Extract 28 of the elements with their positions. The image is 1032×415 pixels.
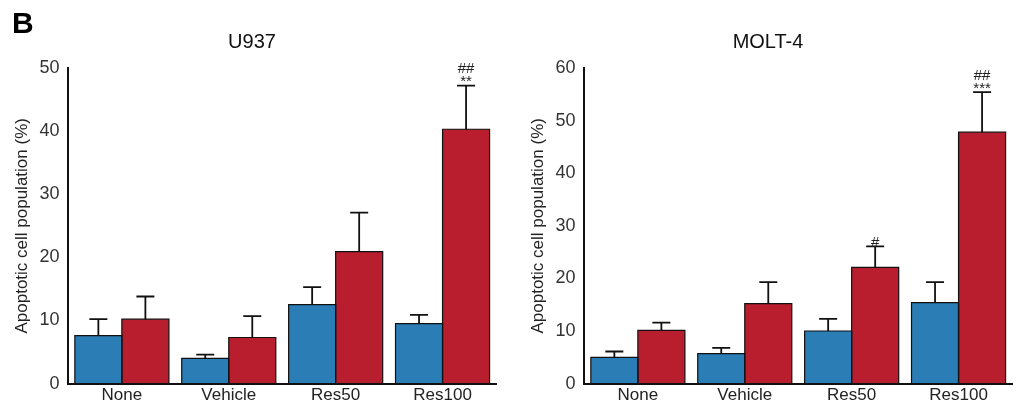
y-tick-label: 40: [39, 120, 60, 141]
x-tick-label: Res100: [929, 385, 988, 405]
x-tick-label: Vehicle: [201, 385, 257, 405]
annotation: #: [871, 232, 880, 250]
y-tick-label: 60: [555, 56, 576, 77]
y-tick-label: 10: [555, 319, 576, 340]
x-tick-label: Res50: [827, 385, 877, 405]
y-tick-label: 20: [39, 246, 60, 267]
y-tick-label: 0: [49, 372, 60, 393]
y-axis-title: Apoptotic cell population (%): [527, 118, 547, 334]
y-tick-label: 0: [565, 372, 576, 393]
y-tick-label: 20: [555, 267, 576, 288]
y-tick-label: 30: [555, 214, 576, 235]
x-tick-label: Res50: [311, 385, 361, 405]
text: B: [12, 6, 34, 40]
chart-title: U937: [228, 29, 276, 52]
y-tick-label: 50: [39, 56, 60, 77]
y-tick-label: 10: [39, 309, 60, 330]
x-tick-label: Res100: [413, 385, 472, 405]
x-tick-label: None: [101, 385, 143, 405]
y-tick-label: 50: [555, 109, 576, 130]
annotation: ##: [973, 65, 992, 83]
y-tick-label: 30: [39, 183, 60, 204]
x-tick-label: Vehicle: [717, 385, 773, 405]
y-axis-title: Apoptotic cell population (%): [11, 118, 31, 334]
y-tick-label: 40: [555, 162, 576, 183]
chart-title: MOLT-4: [732, 29, 804, 52]
x-tick-label: None: [617, 385, 659, 405]
